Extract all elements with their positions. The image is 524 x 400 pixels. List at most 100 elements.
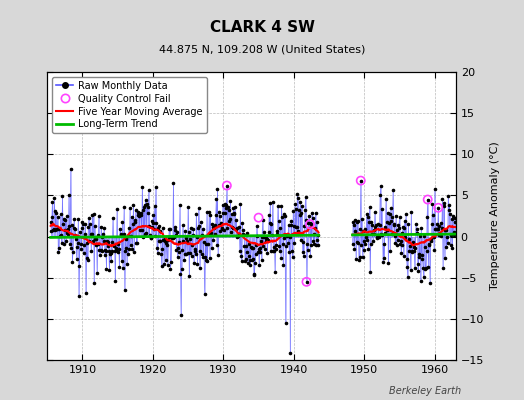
Point bbox=[56, 226, 64, 232]
Point bbox=[241, 258, 249, 264]
Point bbox=[253, 232, 261, 239]
Point bbox=[349, 218, 357, 225]
Point bbox=[314, 242, 322, 248]
Point bbox=[440, 200, 449, 206]
Point bbox=[433, 221, 441, 228]
Point bbox=[83, 255, 91, 262]
Point bbox=[185, 236, 194, 242]
Point bbox=[227, 211, 236, 217]
Point bbox=[369, 238, 377, 244]
Point bbox=[174, 249, 183, 255]
Point bbox=[293, 190, 301, 197]
Point bbox=[359, 228, 367, 234]
Point bbox=[125, 246, 134, 252]
Point bbox=[308, 210, 316, 216]
Point bbox=[203, 208, 211, 215]
Point bbox=[384, 260, 392, 266]
Point bbox=[174, 245, 182, 251]
Point bbox=[237, 258, 246, 264]
Point bbox=[85, 214, 93, 221]
Point bbox=[263, 250, 271, 256]
Point bbox=[451, 214, 459, 221]
Point bbox=[297, 209, 305, 216]
Point bbox=[220, 227, 228, 233]
Point bbox=[358, 254, 367, 260]
Point bbox=[179, 222, 187, 228]
Point bbox=[61, 216, 70, 223]
Point bbox=[163, 242, 171, 248]
Point bbox=[376, 192, 384, 198]
Point bbox=[108, 239, 116, 245]
Point bbox=[378, 206, 386, 212]
Point bbox=[254, 214, 263, 221]
Point bbox=[445, 202, 454, 208]
Point bbox=[82, 289, 90, 296]
Point bbox=[424, 264, 432, 270]
Point bbox=[66, 223, 74, 229]
Point bbox=[113, 249, 122, 255]
Point bbox=[411, 244, 420, 251]
Point bbox=[427, 237, 435, 244]
Point bbox=[69, 224, 78, 231]
Point bbox=[365, 204, 374, 210]
Point bbox=[351, 228, 359, 234]
Point bbox=[115, 264, 124, 270]
Point bbox=[242, 243, 250, 249]
Point bbox=[71, 226, 79, 233]
Point bbox=[169, 180, 178, 186]
Point bbox=[98, 248, 106, 254]
Point bbox=[305, 212, 313, 219]
Point bbox=[304, 219, 313, 226]
Point bbox=[86, 231, 95, 237]
Point bbox=[429, 234, 438, 240]
Point bbox=[423, 214, 431, 220]
Point bbox=[384, 210, 392, 216]
Point bbox=[211, 222, 220, 228]
Point bbox=[437, 220, 445, 226]
Point bbox=[303, 241, 311, 247]
Point bbox=[425, 241, 434, 248]
Point bbox=[430, 247, 439, 253]
Point bbox=[358, 216, 366, 222]
Point bbox=[107, 258, 115, 264]
Point bbox=[173, 229, 181, 236]
Point bbox=[227, 229, 235, 235]
Point bbox=[235, 224, 243, 230]
Point bbox=[267, 220, 276, 227]
Point bbox=[124, 233, 132, 240]
Point bbox=[375, 222, 384, 228]
Point bbox=[373, 235, 381, 242]
Point bbox=[147, 235, 155, 241]
Point bbox=[416, 233, 424, 239]
Point bbox=[226, 197, 235, 204]
Point bbox=[127, 233, 135, 240]
Point bbox=[417, 278, 425, 284]
Point bbox=[361, 241, 369, 248]
Point bbox=[413, 260, 422, 267]
Point bbox=[92, 236, 101, 242]
Point bbox=[251, 260, 259, 266]
Point bbox=[52, 226, 61, 232]
Point bbox=[103, 238, 112, 245]
Point bbox=[278, 214, 286, 220]
Point bbox=[60, 241, 68, 247]
Point bbox=[110, 242, 118, 248]
Point bbox=[176, 202, 184, 209]
Point bbox=[56, 233, 64, 240]
Point bbox=[86, 220, 94, 227]
Point bbox=[433, 226, 442, 233]
Point bbox=[230, 210, 238, 216]
Point bbox=[394, 222, 402, 228]
Point bbox=[170, 233, 178, 240]
Point bbox=[356, 178, 365, 184]
Point bbox=[95, 213, 103, 220]
Point bbox=[368, 231, 376, 238]
Point bbox=[273, 228, 281, 234]
Point bbox=[264, 236, 272, 243]
Point bbox=[272, 231, 281, 238]
Point bbox=[264, 228, 272, 235]
Point bbox=[208, 221, 216, 227]
Point bbox=[139, 234, 148, 240]
Point bbox=[151, 184, 160, 191]
Point bbox=[72, 235, 80, 242]
